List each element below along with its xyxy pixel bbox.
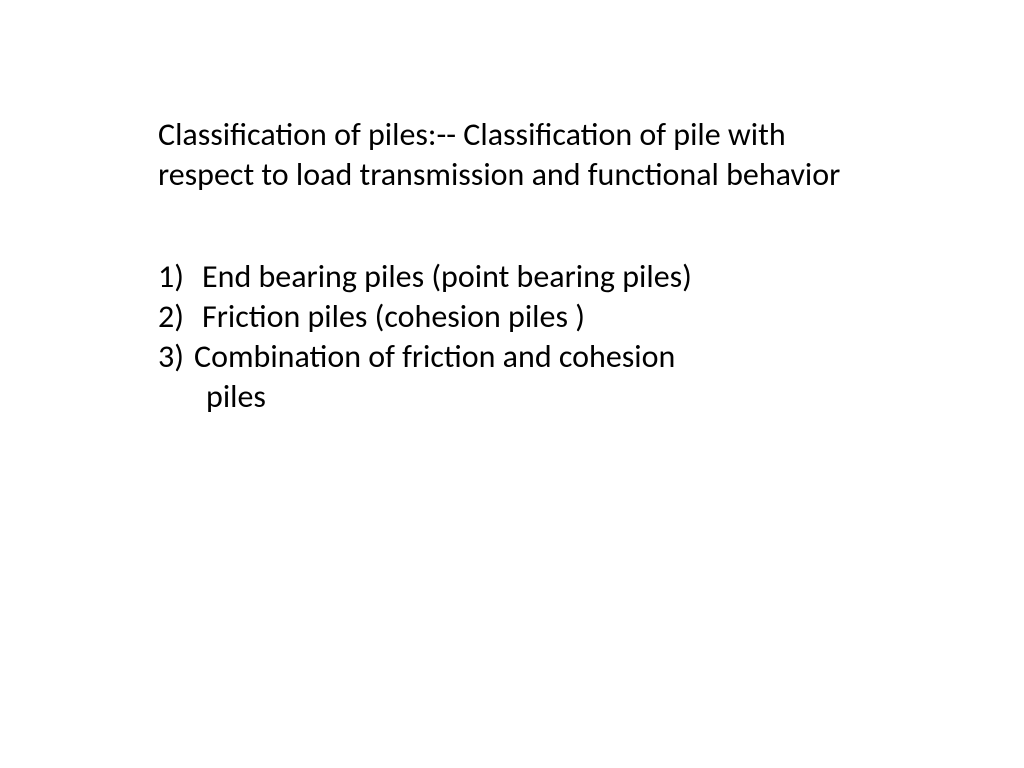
- list-number: 1): [158, 257, 202, 297]
- list-text: Friction piles (cohesion piles ): [202, 297, 878, 337]
- list-container: 1) End bearing piles (point bearing pile…: [158, 257, 878, 417]
- list-item-continuation: piles: [158, 377, 878, 417]
- list-number: 2): [158, 297, 202, 337]
- list-item: 2) Friction piles (cohesion piles ): [158, 297, 878, 337]
- slide-heading: Classification of piles:-- Classificatio…: [158, 115, 878, 195]
- list-text: Combination of friction and cohesion: [194, 337, 878, 377]
- list-item: 1) End bearing piles (point bearing pile…: [158, 257, 878, 297]
- list-number: 3): [158, 337, 194, 377]
- list-text: End bearing piles (point bearing piles): [202, 257, 878, 297]
- list-item: 3) Combination of friction and cohesion: [158, 337, 878, 377]
- list-text: piles: [206, 377, 878, 417]
- slide-content: Classification of piles:-- Classificatio…: [158, 115, 878, 417]
